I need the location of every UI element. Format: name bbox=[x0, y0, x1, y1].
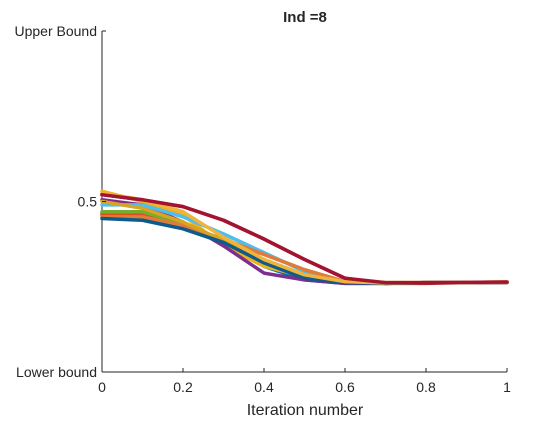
x-ticks: 0 0.2 0.4 0.6 0.8 1 bbox=[98, 368, 511, 395]
x-tick-label-5: 1 bbox=[503, 379, 511, 395]
y-tick-label-1: 0.5 bbox=[78, 194, 98, 210]
chart-title: Ind =8 bbox=[283, 9, 327, 26]
x-axis-label: Iteration number bbox=[247, 402, 364, 419]
x-tick-label-2: 0.4 bbox=[254, 379, 274, 395]
x-tick-label-1: 0.2 bbox=[173, 379, 193, 395]
x-tick-label-4: 0.8 bbox=[416, 379, 436, 395]
y-tick-label-2: Upper Bound bbox=[14, 23, 97, 39]
x-tick-label-0: 0 bbox=[98, 379, 106, 395]
y-ticks: Lower bound 0.5 Upper Bound bbox=[14, 23, 106, 380]
series-lines bbox=[100, 189, 509, 286]
y-tick-label-0: Lower bound bbox=[16, 364, 97, 380]
series-line-12 bbox=[100, 192, 509, 285]
x-tick-label-3: 0.6 bbox=[335, 379, 355, 395]
